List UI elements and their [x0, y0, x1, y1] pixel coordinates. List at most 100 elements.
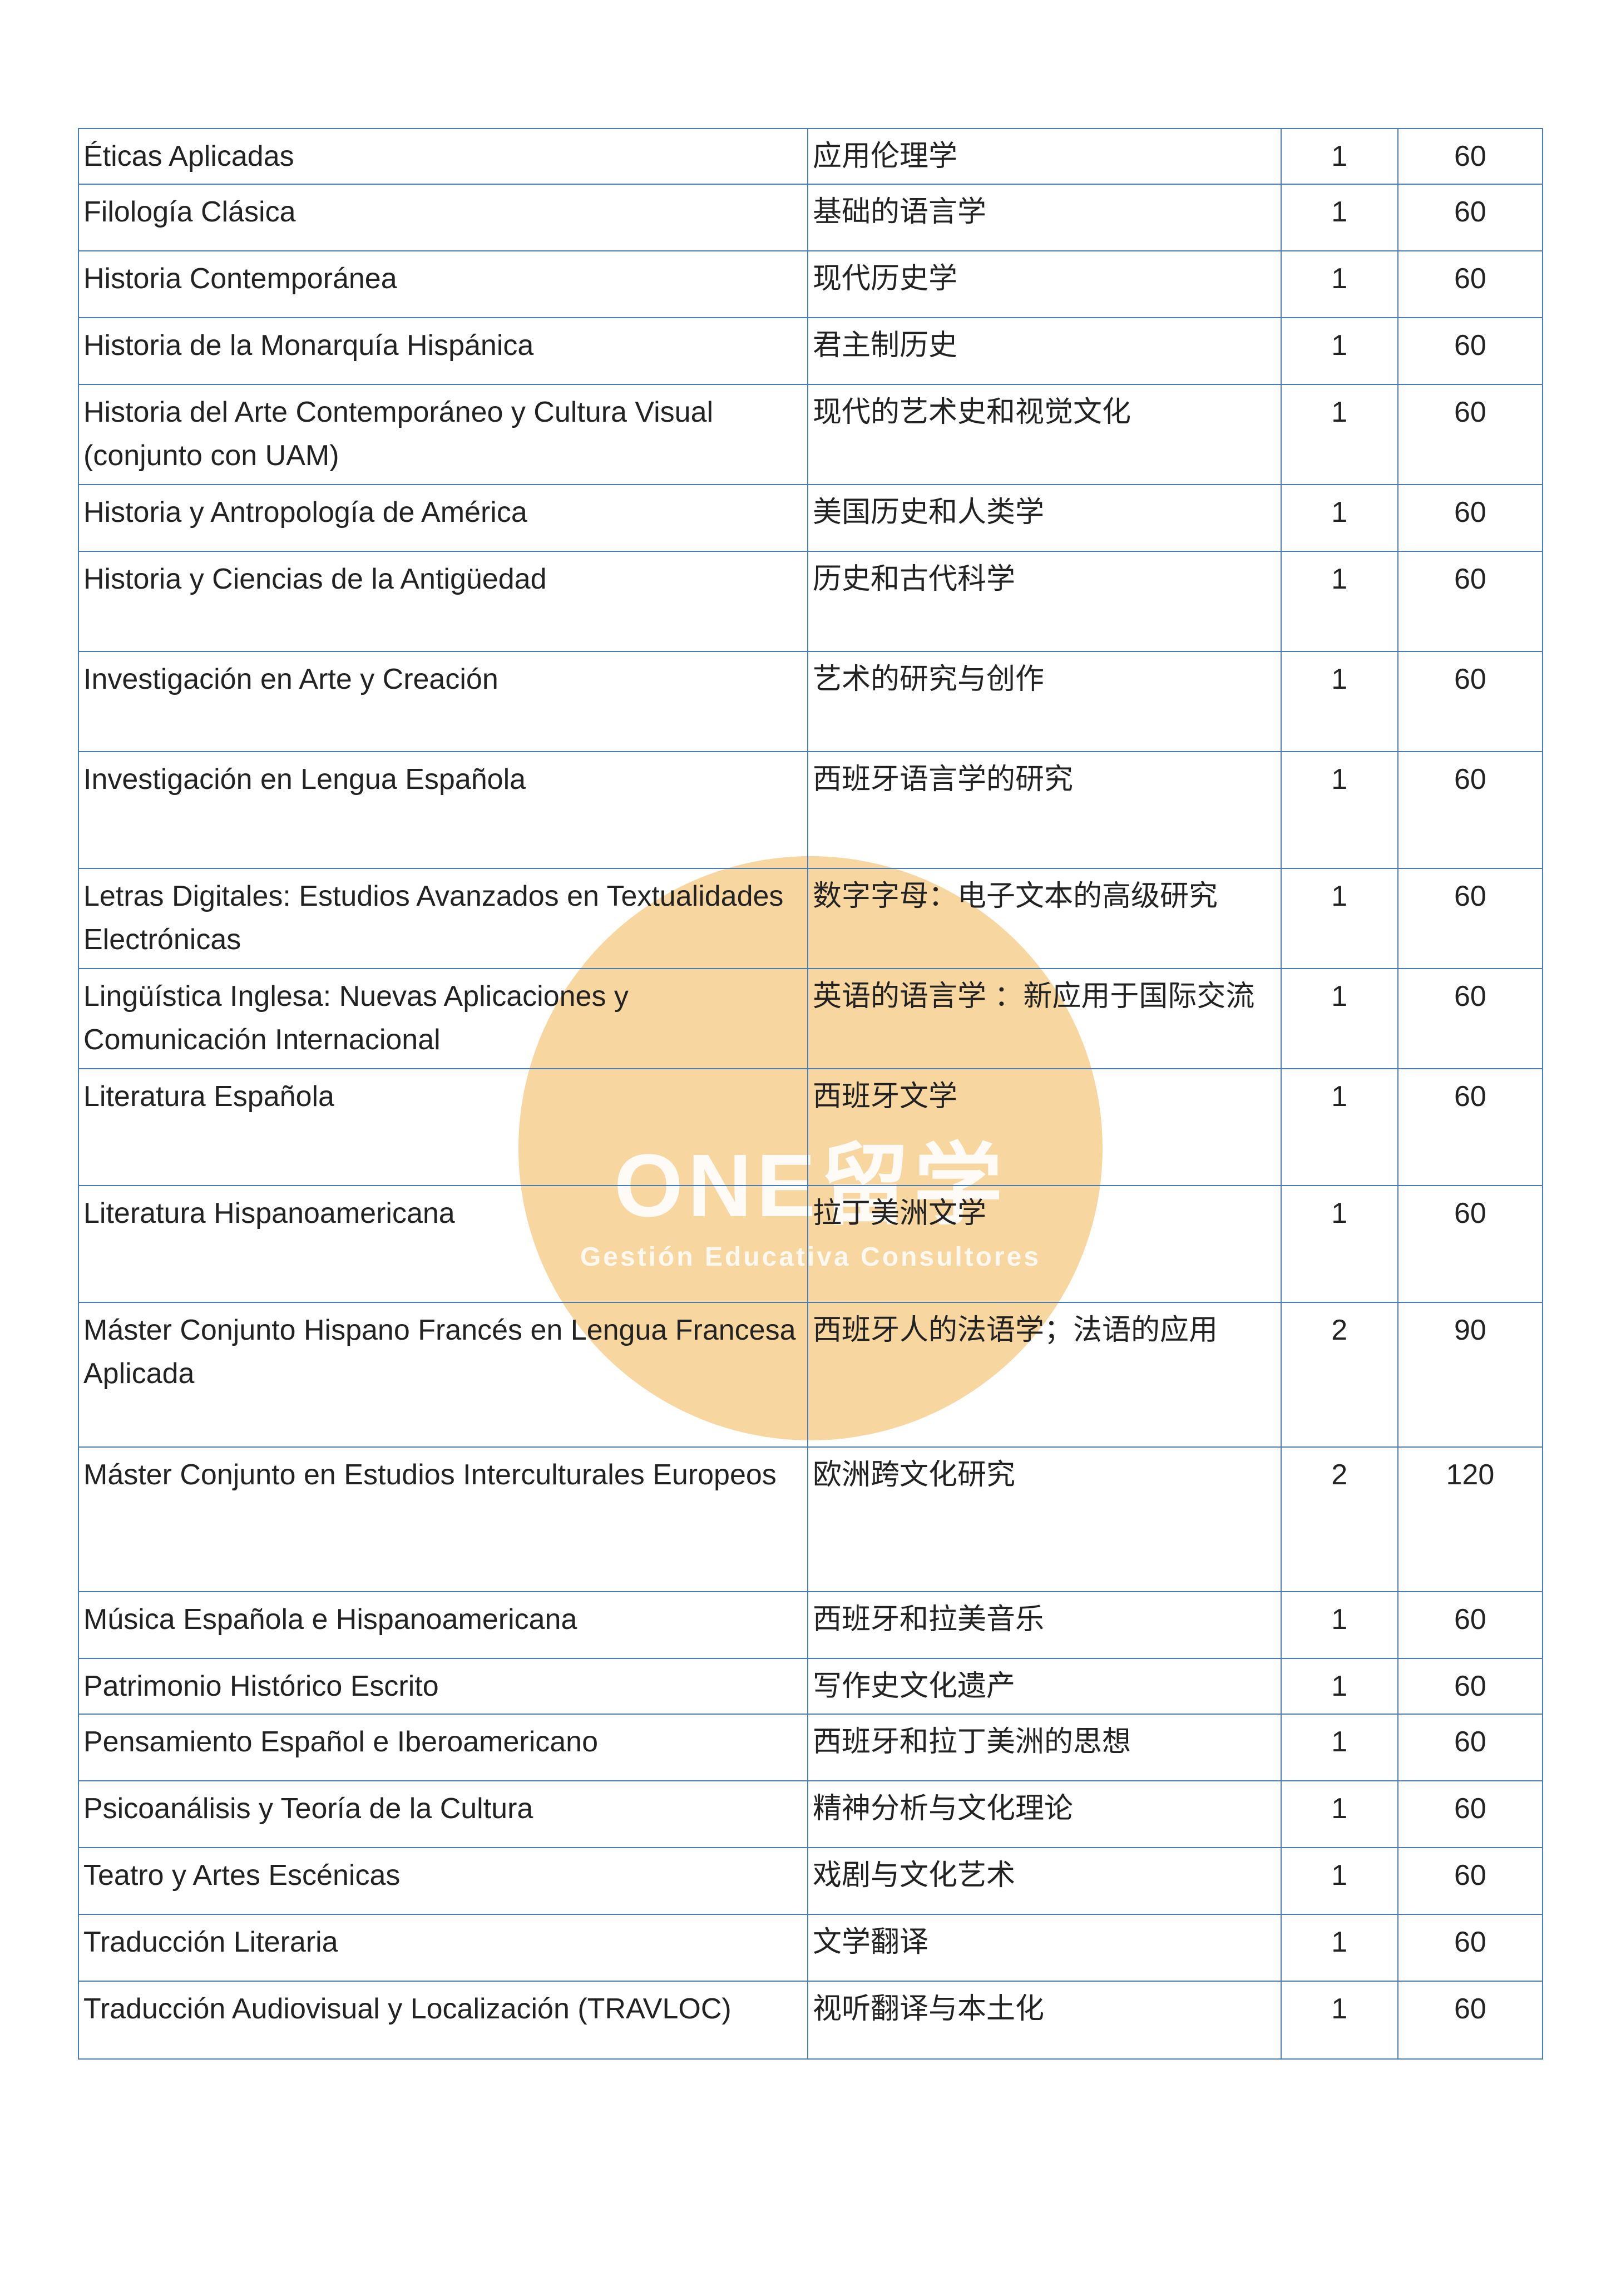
program-name-zh: 应用伦理学 [808, 129, 1281, 184]
program-name-es: Investigación en Lengua Española [78, 752, 808, 868]
program-credits: 60 [1398, 651, 1543, 752]
program-years: 2 [1281, 1302, 1398, 1447]
program-years: 1 [1281, 752, 1398, 868]
program-credits: 60 [1398, 1592, 1543, 1658]
program-credits: 90 [1398, 1302, 1543, 1447]
program-table: Éticas Aplicadas应用伦理学160Filología Clásic… [78, 128, 1543, 2060]
program-years: 1 [1281, 129, 1398, 184]
program-name-zh: 美国历史和人类学 [808, 485, 1281, 551]
program-credits: 60 [1398, 1714, 1543, 1781]
program-credits: 60 [1398, 752, 1543, 868]
table-row: Historia del Arte Contemporáneo y Cultur… [78, 384, 1543, 485]
program-name-es: Investigación en Arte y Creación [78, 651, 808, 752]
table-row: Investigación en Lengua Española西班牙语言学的研… [78, 752, 1543, 868]
table-row: Historia Contemporánea现代历史学160 [78, 251, 1543, 318]
program-credits: 60 [1398, 384, 1543, 485]
program-name-zh: 西班牙文学 [808, 1069, 1281, 1186]
table-row: Historia y Ciencias de la Antigüedad历史和古… [78, 551, 1543, 651]
program-name-es: Letras Digitales: Estudios Avanzados en … [78, 868, 808, 969]
program-years: 2 [1281, 1447, 1398, 1592]
program-name-es: Traducción Literaria [78, 1914, 808, 1981]
program-name-zh: 西班牙人的法语学；法语的应用 [808, 1302, 1281, 1447]
program-years: 1 [1281, 318, 1398, 384]
program-name-zh: 西班牙和拉美音乐 [808, 1592, 1281, 1658]
table-row: Psicoanálisis y Teoría de la Cultura精神分析… [78, 1781, 1543, 1848]
program-name-es: Literatura Española [78, 1069, 808, 1186]
program-name-es: Historia de la Monarquía Hispánica [78, 318, 808, 384]
program-name-es: Máster Conjunto en Estudios Intercultura… [78, 1447, 808, 1592]
program-name-zh: 西班牙和拉丁美洲的思想 [808, 1714, 1281, 1781]
table-row: Máster Conjunto Hispano Francés en Lengu… [78, 1302, 1543, 1447]
table-row: Máster Conjunto en Estudios Intercultura… [78, 1447, 1543, 1592]
program-credits: 60 [1398, 129, 1543, 184]
program-name-es: Máster Conjunto Hispano Francés en Lengu… [78, 1302, 808, 1447]
program-name-zh: 艺术的研究与创作 [808, 651, 1281, 752]
program-credits: 60 [1398, 184, 1543, 251]
program-years: 1 [1281, 251, 1398, 318]
table-row: Traducción Literaria文学翻译160 [78, 1914, 1543, 1981]
program-years: 1 [1281, 1658, 1398, 1714]
program-years: 1 [1281, 969, 1398, 1069]
program-years: 1 [1281, 551, 1398, 651]
program-name-zh: 文学翻译 [808, 1914, 1281, 1981]
program-credits: 60 [1398, 318, 1543, 384]
program-years: 1 [1281, 868, 1398, 969]
program-years: 1 [1281, 1981, 1398, 2059]
program-years: 1 [1281, 651, 1398, 752]
program-name-zh: 西班牙语言学的研究 [808, 752, 1281, 868]
program-years: 1 [1281, 1848, 1398, 1914]
program-years: 1 [1281, 1592, 1398, 1658]
table-row: Investigación en Arte y Creación艺术的研究与创作… [78, 651, 1543, 752]
program-name-zh: 英语的语言学 ：新应用于国际交流 [808, 969, 1281, 1069]
program-years: 1 [1281, 1069, 1398, 1186]
program-name-es: Literatura Hispanoamericana [78, 1186, 808, 1302]
program-name-es: Traducción Audiovisual y Localización (T… [78, 1981, 808, 2059]
program-credits: 60 [1398, 1981, 1543, 2059]
table-row: Música Española e Hispanoamericana西班牙和拉美… [78, 1592, 1543, 1658]
table-row: Pensamiento Español e Iberoamericano西班牙和… [78, 1714, 1543, 1781]
program-name-zh: 君主制历史 [808, 318, 1281, 384]
program-credits: 60 [1398, 485, 1543, 551]
program-years: 1 [1281, 1781, 1398, 1848]
program-name-zh: 历史和古代科学 [808, 551, 1281, 651]
program-years: 1 [1281, 184, 1398, 251]
page: ONE留学 Gestión Educativa Consultores Étic… [0, 0, 1621, 2296]
program-credits: 60 [1398, 1848, 1543, 1914]
program-name-zh: 戏剧与文化艺术 [808, 1848, 1281, 1914]
program-credits: 60 [1398, 1914, 1543, 1981]
program-credits: 60 [1398, 1069, 1543, 1186]
table-row: Historia de la Monarquía Hispánica君主制历史1… [78, 318, 1543, 384]
program-name-es: Historia Contemporánea [78, 251, 808, 318]
table-row: Filología Clásica基础的语言学160 [78, 184, 1543, 251]
program-name-zh: 基础的语言学 [808, 184, 1281, 251]
program-name-es: Filología Clásica [78, 184, 808, 251]
program-name-zh: 精神分析与文化理论 [808, 1781, 1281, 1848]
program-name-es: Patrimonio Histórico Escrito [78, 1658, 808, 1714]
program-credits: 60 [1398, 1186, 1543, 1302]
table-row: Lingüística Inglesa: Nuevas Aplicaciones… [78, 969, 1543, 1069]
program-credits: 60 [1398, 251, 1543, 318]
program-name-es: Música Española e Hispanoamericana [78, 1592, 808, 1658]
program-years: 1 [1281, 1714, 1398, 1781]
program-name-zh: 视听翻译与本土化 [808, 1981, 1281, 2059]
table-row: Teatro y Artes Escénicas戏剧与文化艺术160 [78, 1848, 1543, 1914]
table-row: Traducción Audiovisual y Localización (T… [78, 1981, 1543, 2059]
table-row: Literatura Hispanoamericana拉丁美洲文学160 [78, 1186, 1543, 1302]
program-name-zh: 欧洲跨文化研究 [808, 1447, 1281, 1592]
program-name-zh: 数字字母：电子文本的高级研究 [808, 868, 1281, 969]
program-credits: 60 [1398, 969, 1543, 1069]
program-years: 1 [1281, 1186, 1398, 1302]
table-row: Letras Digitales: Estudios Avanzados en … [78, 868, 1543, 969]
program-name-es: Éticas Aplicadas [78, 129, 808, 184]
program-name-zh: 拉丁美洲文学 [808, 1186, 1281, 1302]
program-name-zh: 写作史文化遗产 [808, 1658, 1281, 1714]
program-name-es: Historia del Arte Contemporáneo y Cultur… [78, 384, 808, 485]
program-years: 1 [1281, 1914, 1398, 1981]
program-years: 1 [1281, 485, 1398, 551]
table-row: Historia y Antropología de América美国历史和人… [78, 485, 1543, 551]
program-credits: 60 [1398, 551, 1543, 651]
table-row: Literatura Española西班牙文学160 [78, 1069, 1543, 1186]
program-name-es: Psicoanálisis y Teoría de la Cultura [78, 1781, 808, 1848]
program-credits: 60 [1398, 1781, 1543, 1848]
program-name-es: Historia y Antropología de América [78, 485, 808, 551]
